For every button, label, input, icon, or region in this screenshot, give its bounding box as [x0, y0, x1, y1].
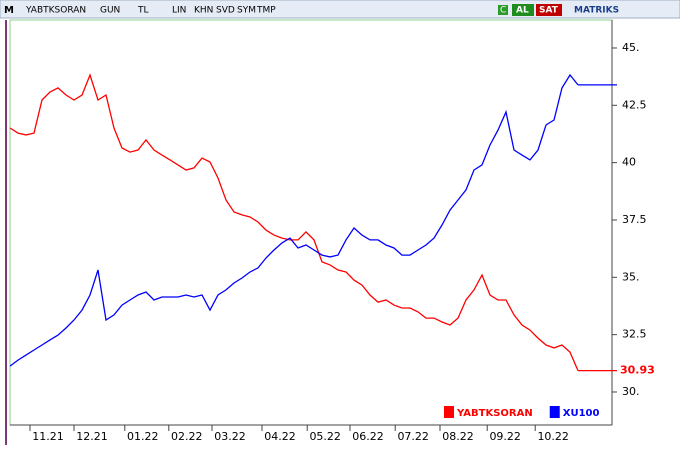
legend-label: YABTKSORAN	[456, 408, 533, 419]
brand: MATRIKS	[574, 6, 619, 16]
toolbar-item[interactable]: GUN	[100, 6, 120, 16]
x-tick-label: 12.21	[76, 430, 108, 443]
toolbar-bg	[0, 0, 680, 19]
x-tick-label: 02.22	[171, 430, 203, 443]
x-tick-label: 07.22	[397, 430, 429, 443]
series-line	[9, 73, 579, 367]
y-tick-label: 30.	[622, 385, 640, 398]
value-label: 30.93	[620, 364, 655, 377]
toolbar-item[interactable]: KHN	[194, 6, 213, 16]
x-tick-label: 06.22	[352, 430, 384, 443]
y-tick-label: 35.	[622, 270, 640, 283]
x-tick-label: 03.22	[214, 430, 246, 443]
c-label: C	[500, 6, 506, 16]
legend-label: XU100	[563, 408, 600, 419]
x-tick-label: 04.22	[264, 430, 296, 443]
toolbar: M YABTKSORAN GUN TL LIN KHN SVD SYM TMP …	[0, 0, 680, 19]
y-tick-label: 40	[622, 156, 636, 169]
toolbar-item[interactable]: LIN	[172, 6, 186, 16]
x-tick-label: 05.22	[309, 430, 341, 443]
y-tick-label: 45.	[622, 41, 640, 54]
sell-button[interactable]	[536, 4, 562, 16]
y-tick-label: 32.5	[622, 328, 647, 341]
c-button[interactable]	[498, 5, 508, 15]
y-tick-label: 42.5	[622, 98, 647, 111]
toolbar-item[interactable]: TMP	[256, 6, 276, 16]
toolbar-item[interactable]: SVD	[216, 6, 235, 16]
x-tick-label: 08.22	[442, 430, 474, 443]
buy-label: AL	[516, 6, 529, 16]
buy-button[interactable]	[512, 4, 534, 16]
legend-swatch	[549, 406, 560, 418]
toolbar-item[interactable]: TL	[137, 6, 149, 16]
y-tick-label: 37.5	[622, 213, 647, 226]
x-tick-label: 01.22	[127, 430, 159, 443]
symbol[interactable]: YABTKSORAN	[25, 6, 86, 16]
series-line	[9, 73, 579, 371]
x-tick-label: 10.22	[537, 430, 569, 443]
toolbar-item[interactable]: SYM	[237, 6, 256, 16]
legend-swatch	[444, 406, 454, 418]
x-tick-label: 11.21	[32, 430, 64, 443]
sell-label: SAT	[539, 6, 559, 16]
logo: M	[4, 5, 14, 16]
x-tick-label: 09.22	[489, 430, 521, 443]
